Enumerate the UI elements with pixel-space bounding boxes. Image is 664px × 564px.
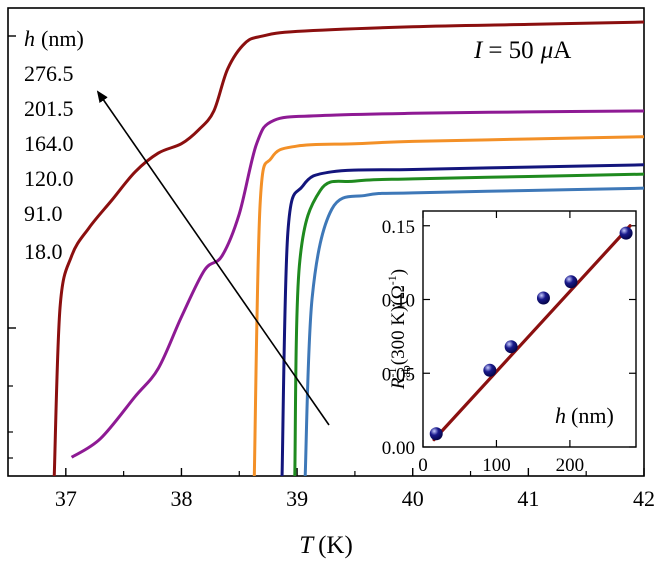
- legend-entry-91: 91.0: [24, 201, 63, 226]
- legend-entry-201: 201.5: [24, 96, 74, 121]
- inset-data-point: [564, 275, 578, 289]
- main-x-tick-label: 38: [170, 486, 192, 511]
- inset-x-axis-title: h (nm): [555, 403, 614, 428]
- inset-data-point: [504, 340, 518, 354]
- series-line-h-91: [293, 172, 645, 477]
- legend-entry-18: 18.0: [24, 239, 63, 264]
- legend-entry-120: 120.0: [24, 166, 74, 191]
- main-x-tick-label: 40: [402, 486, 424, 511]
- series-line-h-276_5: [52, 20, 645, 477]
- inset-x-tick-label: 200: [556, 455, 585, 476]
- main-x-axis-title: T (K): [299, 532, 353, 559]
- inset-tick-labels: 0 100 200 0.00 0.05 0.10 0.15: [382, 217, 584, 476]
- inset-data-point: [536, 291, 550, 305]
- main-x-tick-label: 39: [286, 486, 308, 511]
- main-x-tick-label: 41: [517, 486, 539, 511]
- inset-data-point: [483, 363, 497, 377]
- inset-x-tick-label: 100: [482, 455, 511, 476]
- main-x-tick-label: 37: [55, 486, 77, 511]
- inset-ticks: [422, 211, 636, 448]
- inset-background: [363, 205, 635, 448]
- inset-frame: [422, 210, 637, 448]
- legend-entry-164: 164.0: [24, 131, 74, 156]
- inset-y-axis-title: R-1ab(300 K)(Ω-1): [385, 269, 413, 390]
- series-line-h-164: [252, 135, 645, 477]
- legend-title: h (nm): [24, 26, 84, 51]
- current-annotation: I = 50 μA: [473, 37, 571, 64]
- inset-data-point: [429, 427, 443, 441]
- series-line-h-201_5: [70, 109, 645, 459]
- legend-entry-276: 276.5: [24, 61, 74, 86]
- inset-y-tick-label: 0.05: [382, 364, 415, 385]
- inset-y-tick-label: 0.10: [382, 291, 415, 312]
- inset-fit-line: [432, 224, 632, 442]
- inset-y-tick-label: 0.15: [382, 217, 415, 238]
- series-line-h-120: [280, 163, 645, 477]
- main-series-group: [52, 20, 645, 477]
- main-plot-frame: [7, 7, 645, 477]
- main-x-ticks: [8, 35, 645, 476]
- thickness-arrow: [96, 90, 330, 426]
- inset-x-tick-label: 0: [418, 455, 428, 476]
- main-x-tick-labels: 37 38 39 40 41 42: [55, 486, 655, 511]
- inset-points: [429, 226, 633, 441]
- inset-data-point: [619, 226, 633, 240]
- series-line-h-18: [303, 186, 645, 477]
- inset-y-tick-label: 0.00: [382, 438, 415, 459]
- main-x-tick-label: 42: [633, 486, 655, 511]
